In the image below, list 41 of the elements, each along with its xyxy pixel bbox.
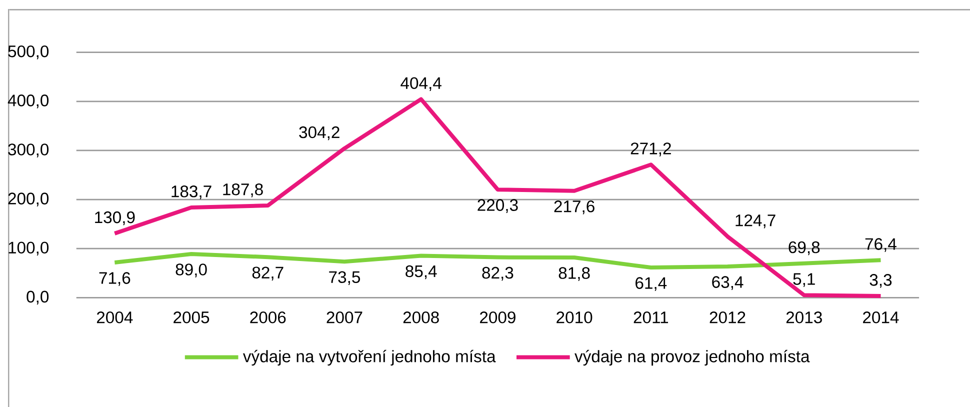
y-tick-label: 200,0 xyxy=(8,192,49,206)
x-tick-label: 2013 xyxy=(786,311,822,324)
data-label: 304,2 xyxy=(299,126,340,140)
data-label: 63,4 xyxy=(712,276,744,290)
x-tick-label: 2008 xyxy=(403,311,439,324)
data-label: 71,6 xyxy=(99,272,130,286)
data-label: 73,5 xyxy=(329,271,360,285)
y-tick-label: 300,0 xyxy=(8,144,49,158)
data-label: 183,7 xyxy=(172,186,212,200)
x-tick-label: 2007 xyxy=(326,311,362,324)
data-label: 404,4 xyxy=(400,77,442,91)
legend-label: výdaje na vytvoření jednoho místa xyxy=(242,350,496,366)
data-label: 220,3 xyxy=(478,199,518,213)
x-tick-label: 2004 xyxy=(96,311,133,324)
data-label: 61,4 xyxy=(636,277,667,291)
x-tick-label: 2006 xyxy=(250,311,286,324)
legend-label: výdaje na provoz jednoho místa xyxy=(574,350,810,366)
y-tick-label: 100,0 xyxy=(8,242,49,256)
data-label: 85,4 xyxy=(406,265,437,280)
data-label: 69,8 xyxy=(788,241,820,256)
x-tick-label: 2009 xyxy=(480,311,516,324)
data-label: 76,4 xyxy=(865,238,896,252)
y-tick-label: 0,0 xyxy=(26,290,49,305)
x-tick-label: 2014 xyxy=(863,311,899,324)
data-label: 124,7 xyxy=(736,214,776,228)
data-label: 82,3 xyxy=(482,266,514,281)
x-tick-label: 2011 xyxy=(634,311,668,324)
data-label: 130,9 xyxy=(95,211,135,226)
data-label: 89,0 xyxy=(176,264,207,278)
data-label: 187,8 xyxy=(223,183,263,198)
data-label: 5,1 xyxy=(793,273,815,287)
data-label: 217,6 xyxy=(554,200,594,214)
y-tick-label: 400,0 xyxy=(8,94,49,108)
y-tick-label: 500,0 xyxy=(8,45,49,60)
data-label: 82,7 xyxy=(252,266,284,280)
x-tick-label: 2010 xyxy=(556,311,592,324)
data-label: 81,8 xyxy=(558,267,590,281)
x-tick-label: 2005 xyxy=(174,311,210,324)
data-label: 271,2 xyxy=(630,142,671,156)
data-label: 3,3 xyxy=(870,274,892,288)
x-tick-label: 2012 xyxy=(710,311,746,324)
